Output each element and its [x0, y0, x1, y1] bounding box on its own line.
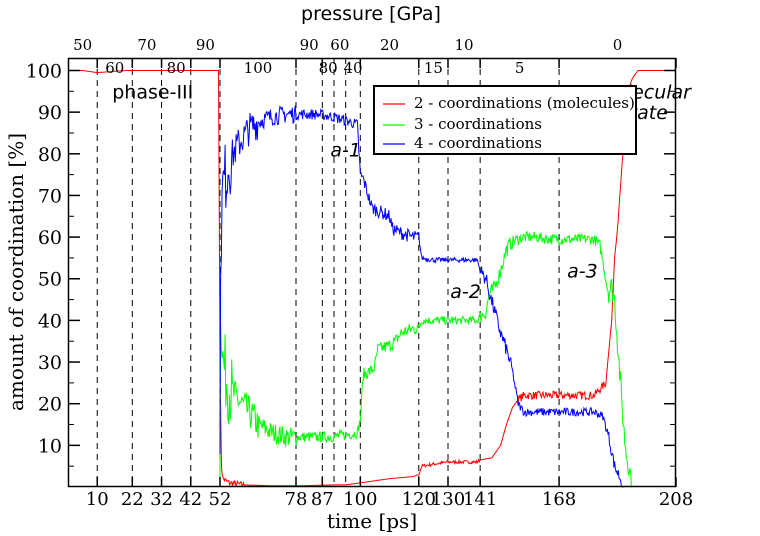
pressure-label: 20 — [380, 36, 399, 54]
pressure-label: 40 — [343, 59, 362, 77]
pressure-label: 80 — [167, 59, 186, 77]
x-tick-label: 130 — [431, 489, 465, 510]
annotation: phase-III — [112, 81, 193, 103]
x-tick-label: 141 — [463, 489, 497, 510]
pressure-label: 5 — [515, 59, 525, 77]
pressure-label: 90 — [196, 36, 215, 54]
series-line-3 — [219, 230, 633, 488]
series-line-2 — [68, 70, 676, 487]
pressure-label: 0 — [613, 36, 623, 54]
y-tick-label: 70 — [38, 185, 62, 207]
x-tick-label: 168 — [542, 489, 576, 510]
y-tick-label: 10 — [38, 435, 62, 457]
x-tick-label: 10 — [86, 489, 109, 510]
x-axis-label: time [ps] — [327, 509, 417, 533]
y-tick-label: 60 — [38, 227, 62, 249]
annotation: a-2 — [450, 281, 481, 303]
y-axis-label: amount of coordination [%] — [4, 133, 28, 411]
series-lines — [68, 70, 676, 488]
x-tick-label: 208 — [659, 489, 693, 510]
legend-label-4: 4 - coordinations — [414, 134, 542, 152]
annotation: a-3 — [567, 260, 598, 282]
y-tick-label: 30 — [38, 352, 62, 374]
x-tick-label: 87 — [311, 489, 334, 510]
x-tick-label: 32 — [150, 489, 173, 510]
pressure-axis-title: pressure [GPa] — [301, 3, 441, 25]
x-tick-label: 120 — [402, 489, 436, 510]
y-tick-label: 90 — [38, 102, 62, 124]
legend-label-3: 3 - coordinations — [414, 115, 542, 133]
y-tick-label: 40 — [38, 310, 62, 332]
plot-frame — [67, 57, 677, 488]
x-tick-label: 100 — [343, 489, 377, 510]
pressure-label: 60 — [330, 36, 349, 54]
y-tick-label: 20 — [38, 394, 62, 416]
x-tick-label: 42 — [179, 489, 202, 510]
legend-box — [373, 85, 637, 155]
pressure-label: 50 — [73, 36, 92, 54]
pressure-label: 70 — [137, 36, 156, 54]
x-tick-label: 78 — [285, 489, 308, 510]
x-tick-label: 52 — [209, 489, 232, 510]
x-tick-label: 22 — [121, 489, 144, 510]
series-line-4 — [219, 105, 624, 488]
pressure-label: 90 — [300, 36, 319, 54]
y-tick-label: 100 — [26, 60, 62, 82]
legend-label-2: 2 - coordinations (molecules) — [414, 94, 635, 112]
annotation: a-1 — [330, 140, 361, 162]
pressure-label: 15 — [424, 59, 443, 77]
pressure-label: 80 — [319, 59, 338, 77]
y-tick-label: 80 — [38, 144, 62, 166]
y-tick-label: 50 — [38, 269, 62, 291]
pressure-label: 100 — [244, 59, 273, 77]
pressure-label: 60 — [105, 59, 124, 77]
axis-ticks: 10 20 30 40 50 60 70 80 90 100 10 22 32 42 52 78 87 100 12… — [26, 58, 693, 510]
legend: 2 - coordinations (molecules) 3 - coordi… — [373, 85, 637, 155]
pressure-label: 10 — [455, 36, 474, 54]
